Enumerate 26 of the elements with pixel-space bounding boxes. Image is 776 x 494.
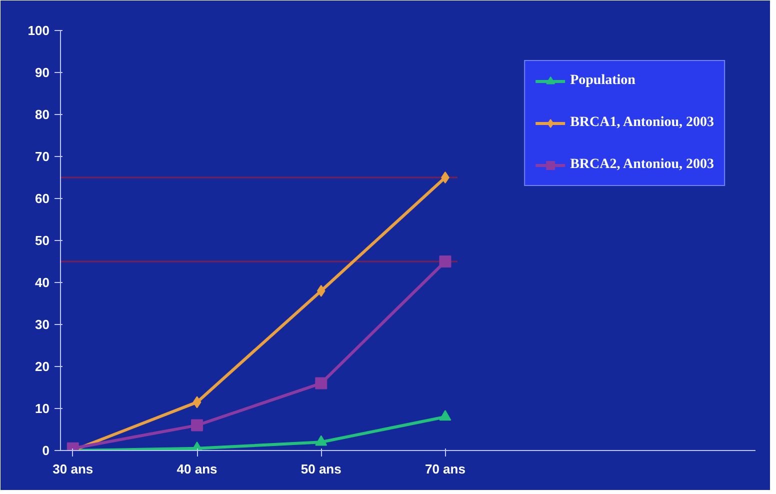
y-tick-label: 30: [35, 317, 50, 332]
x-tick-label: 50 ans: [300, 462, 342, 476]
legend-label: Population: [570, 73, 636, 89]
point: [191, 419, 204, 432]
y-tick-label: 20: [35, 359, 50, 374]
point: [316, 284, 326, 297]
y-tick-label: 100: [28, 23, 50, 38]
x-tick-label: 30 ans: [52, 462, 94, 476]
y-tick-label: 0: [42, 443, 50, 458]
point: [441, 172, 450, 184]
legend-label: BRCA2, Antoniou, 2003: [570, 157, 714, 173]
point: [439, 256, 452, 268]
x-tick-label: 40 ans: [176, 462, 218, 476]
point: [315, 377, 328, 390]
point: [439, 410, 452, 421]
y-tick-label: 40: [35, 275, 50, 290]
point: [315, 435, 328, 446]
legend-label: BRCA1, Antoniou, 2003: [570, 115, 714, 131]
y-tick-label: 90: [35, 65, 50, 80]
x-tick-label: 70 ans: [424, 462, 466, 476]
y-tick-label: 10: [35, 401, 50, 416]
y-tick-label: 50: [35, 233, 50, 248]
point: [192, 396, 202, 408]
y-tick-label: 80: [35, 107, 50, 122]
y-tick-label: 70: [35, 149, 50, 164]
y-tick-label: 60: [35, 191, 50, 206]
